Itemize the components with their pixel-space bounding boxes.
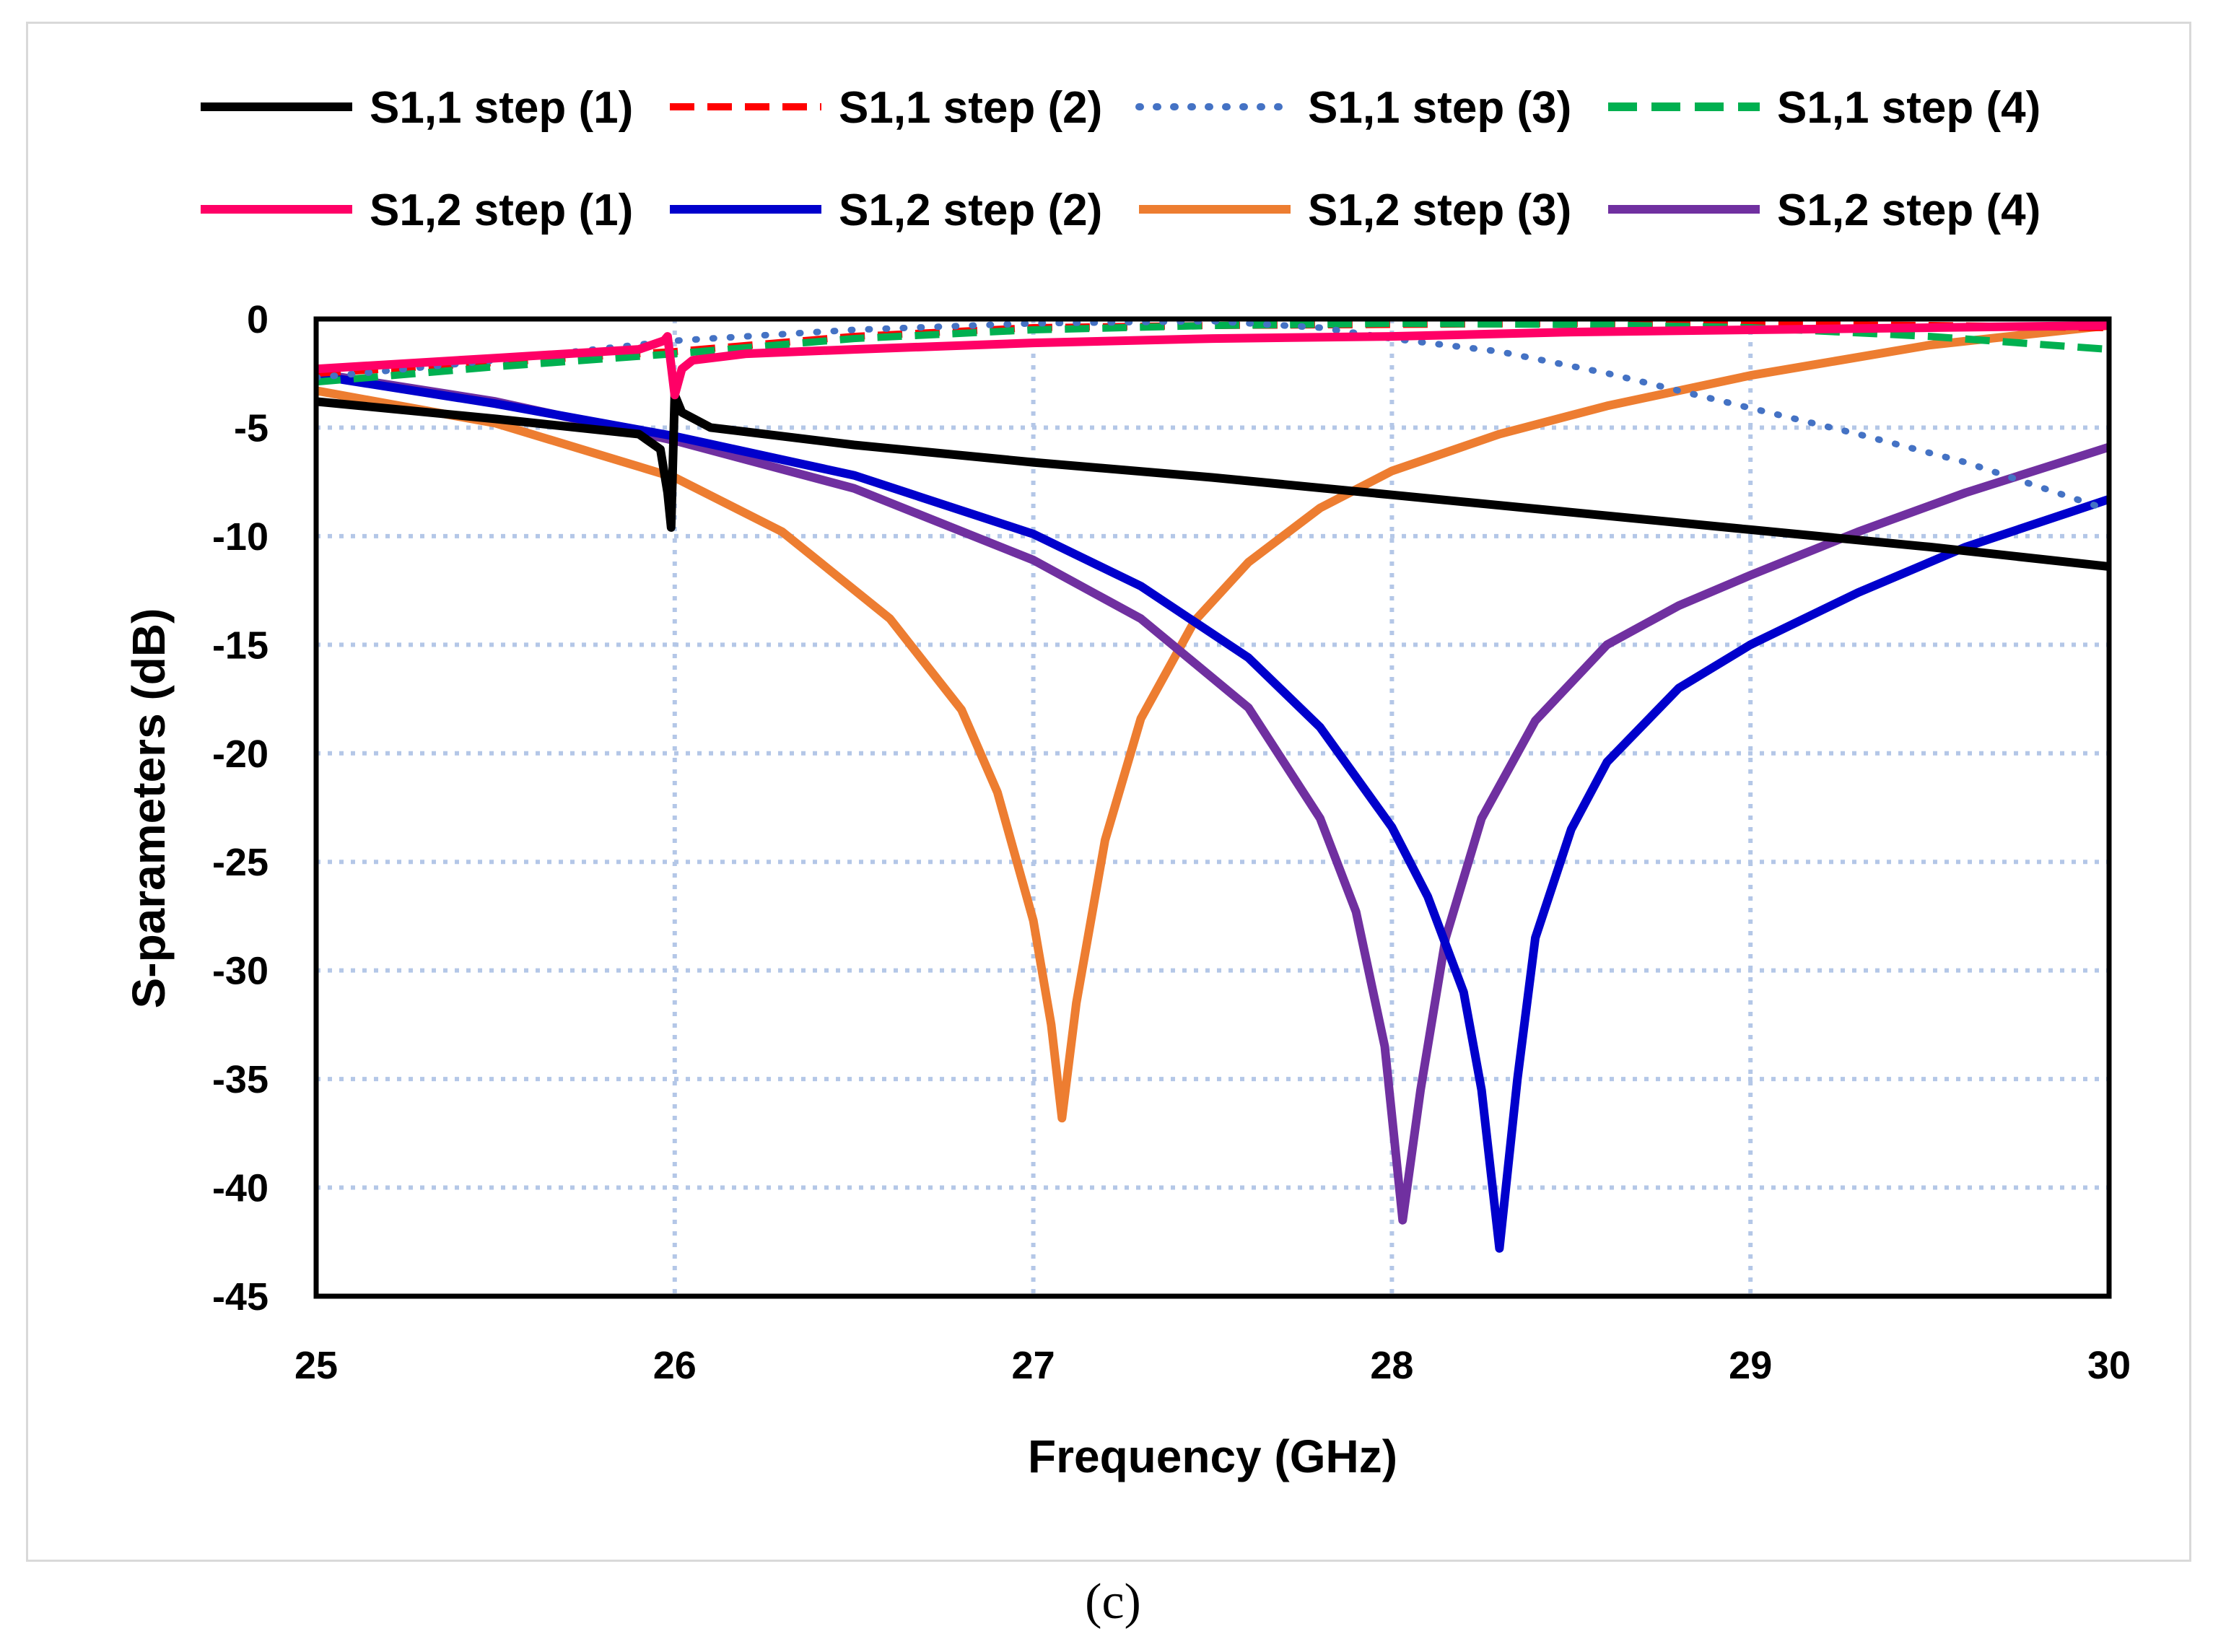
y-tick-label-0: 0 <box>247 298 269 341</box>
series-line-4 <box>316 321 2109 400</box>
legend-label-s12-step1: S1,2 step (1) <box>370 185 633 235</box>
y-tick-label-7: -35 <box>212 1058 269 1101</box>
figure-frame <box>26 22 2191 1562</box>
plot-border <box>313 316 2112 1299</box>
legend-label-s12-step3: S1,2 step (3) <box>1308 185 1571 235</box>
x-tick-label-2: 27 <box>1012 1344 1055 1387</box>
plot-area <box>316 319 2109 1296</box>
legend-entry-s11-step1[interactable]: S1,1 step (1) <box>201 83 633 133</box>
x-tick-label-4: 29 <box>1729 1344 1772 1387</box>
legend-label-s11-step1: S1,1 step (1) <box>370 83 633 133</box>
legend-label-s12-step2: S1,2 step (2) <box>839 185 1102 235</box>
legend: S1,1 step (1) S1,1 step (2) S1,1 step (3… <box>201 83 2040 235</box>
series-group <box>316 319 2109 1253</box>
series-line-2 <box>316 319 2109 514</box>
series-line-7 <box>316 369 2109 1225</box>
y-tick-label-8: -40 <box>212 1167 269 1210</box>
legend-label-s11-step4: S1,1 step (4) <box>1777 83 2040 133</box>
x-tick-label-5: 30 <box>2087 1344 2131 1387</box>
y-tick-labels: 0 -5 -10 -15 -20 -25 -30 -35 -40 -45 <box>212 298 269 1319</box>
series-line-6 <box>316 321 2109 1123</box>
legend-entry-s11-step3[interactable]: S1,1 step (3) <box>1135 83 1571 133</box>
y-tick-label-9: -45 <box>212 1275 269 1319</box>
gridlines <box>316 319 2109 1296</box>
y-tick-label-5: -25 <box>212 841 269 884</box>
s-parameter-chart: S1,1 step (1) S1,1 step (2) S1,1 step (3… <box>123 83 2131 1482</box>
y-tick-label-2: -10 <box>212 515 269 559</box>
y-tick-label-6: -30 <box>212 950 269 993</box>
y-axis-title: S-parameters (dB) <box>123 608 175 1009</box>
x-tick-label-0: 25 <box>294 1344 338 1387</box>
legend-entry-s12-step1[interactable]: S1,2 step (1) <box>201 185 633 235</box>
figure-caption: (c) <box>1085 1574 1141 1630</box>
legend-label-s12-step4: S1,2 step (4) <box>1777 185 2040 235</box>
x-tick-labels: 25 26 27 28 29 30 <box>294 1344 2131 1387</box>
legend-label-s11-step3: S1,1 step (3) <box>1308 83 1571 133</box>
legend-entry-s11-step4[interactable]: S1,1 step (4) <box>1608 83 2040 133</box>
legend-entry-s12-step2[interactable]: S1,2 step (2) <box>670 185 1102 235</box>
x-tick-label-1: 26 <box>653 1344 697 1387</box>
y-tick-label-1: -5 <box>234 406 269 450</box>
series-line-0 <box>316 390 2109 571</box>
x-tick-label-3: 28 <box>1370 1344 1413 1387</box>
legend-entry-s12-step4[interactable]: S1,2 step (4) <box>1608 185 2040 235</box>
series-line-5 <box>316 371 2109 1253</box>
legend-entry-s12-step3[interactable]: S1,2 step (3) <box>1139 185 1571 235</box>
legend-label-s11-step2: S1,1 step (2) <box>839 83 1102 133</box>
legend-entry-s11-step2[interactable]: S1,1 step (2) <box>670 83 1102 133</box>
y-tick-label-4: -20 <box>212 733 269 776</box>
x-axis-title: Frequency (GHz) <box>1028 1430 1397 1482</box>
y-tick-label-3: -15 <box>212 624 269 667</box>
